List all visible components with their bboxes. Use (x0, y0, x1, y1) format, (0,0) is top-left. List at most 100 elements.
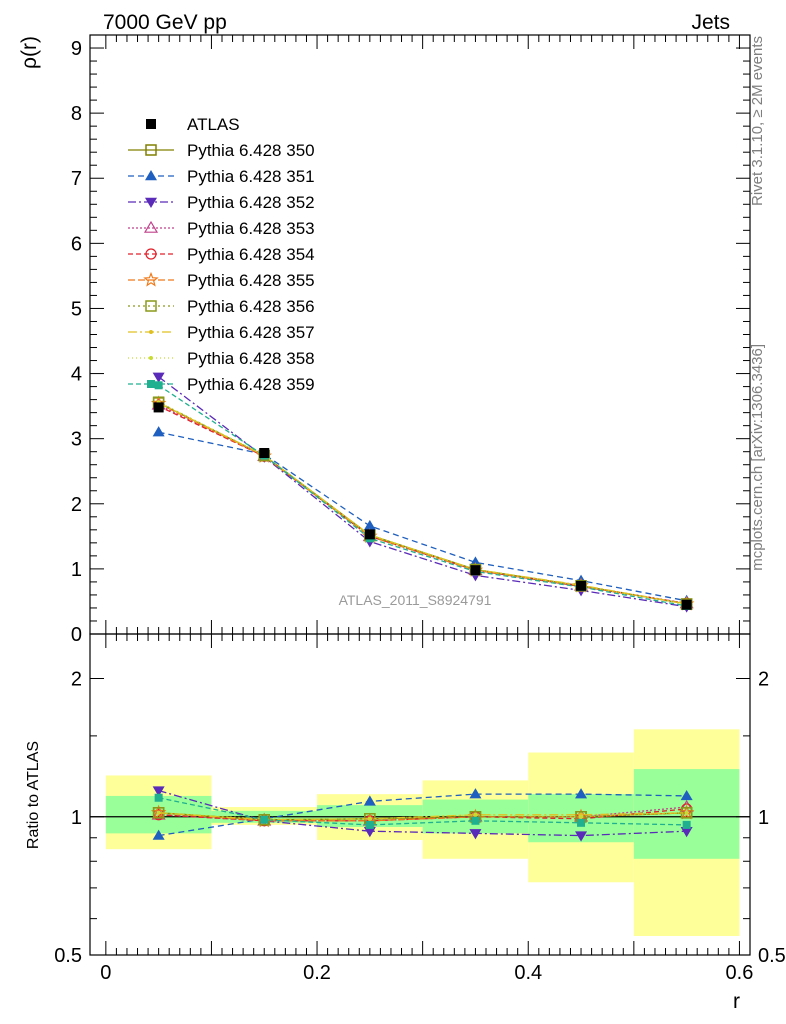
main-series-line-2 (158, 431, 687, 602)
ratio-series-line-8 (158, 812, 687, 821)
ratio-series-line-2 (158, 793, 687, 837)
ratio-series-point-10 (682, 820, 691, 829)
main-series-line-8 (158, 402, 687, 605)
main-y-tick-label: 6 (71, 233, 82, 255)
ratio-y-tick-label: 2 (71, 669, 82, 691)
legend-marker-2 (145, 170, 157, 181)
main-series-point-2 (152, 426, 165, 437)
legend-atlas-marker (146, 119, 156, 129)
main-series-line-1 (158, 402, 687, 605)
main-y-tick-label: 3 (71, 429, 82, 451)
x-axis-title: r (733, 990, 740, 1013)
x-tick-label: 0 (100, 962, 111, 984)
main-y-tick-label: 7 (71, 168, 82, 190)
legend-label-6: Pythia 6.428 355 (187, 271, 315, 290)
atlas-data-point (470, 565, 481, 576)
ratio-series-point-3 (680, 827, 693, 838)
main-y-axis-title: ρ(r) (18, 36, 41, 69)
main-series-point-10 (154, 381, 163, 390)
ratio-series-point-9 (684, 810, 689, 815)
ratio-series-point-10 (577, 818, 586, 827)
ratio-series-point-3 (575, 831, 588, 842)
ratio-series-point-3 (469, 829, 482, 840)
ratio-y-tick-label-right: 2 (758, 669, 769, 691)
main-series-line-10 (158, 384, 687, 607)
legend-marker-9 (149, 356, 153, 360)
legend-label-10: Pythia 6.428 359 (187, 375, 315, 394)
ratio-series-point-2 (680, 789, 693, 801)
ratio-y-axis-title: Ratio to ATLAS (25, 741, 42, 849)
ratio-series-point-10 (365, 820, 374, 829)
ratio-series-point-9 (579, 814, 584, 819)
main-series-point-3 (152, 372, 165, 383)
atlas-data-point (364, 529, 375, 540)
x-tick-label: 0.4 (514, 962, 542, 984)
main-y-tick-label: 0 (71, 624, 82, 646)
legend: ATLAS Pythia 6.428 350 Pythia 6.428 351 Pyt… (128, 115, 315, 394)
ratio-series-point-3 (152, 786, 165, 797)
atlas-data-point (259, 447, 270, 458)
ratio-series-point-2 (363, 795, 376, 806)
rivet-version-label: Rivet 3.1.10, ≥ 2M events (749, 36, 766, 206)
ratio-series-point-9 (367, 816, 372, 821)
ratio-series-point-2 (152, 829, 165, 840)
legend-label-5: Pythia 6.428 354 (187, 245, 315, 264)
main-series-line-3 (158, 376, 687, 608)
ratio-y-tick-label: 1 (71, 807, 82, 829)
main-y-tick-label: 8 (71, 103, 82, 125)
ratio-plot-frame (89, 633, 751, 956)
legend-marker-7 (145, 300, 157, 312)
legend-marker-4 (143, 220, 159, 233)
legend-label-7: Pythia 6.428 356 (187, 297, 315, 316)
main-y-tick-label: 9 (71, 38, 82, 60)
ratio-series-point-10 (260, 815, 269, 824)
legend-marker-10 (147, 380, 155, 388)
main-series-line-4 (158, 404, 687, 605)
ratio-series-lines (150, 786, 695, 842)
legend-marker-8 (149, 330, 153, 334)
header-left: 7000 GeV pp (103, 11, 227, 34)
main-series-line-9 (158, 401, 687, 605)
ratio-series-point-2 (469, 788, 482, 799)
mcplots-reference-label: mcplots.cern.ch [arXiv:1306.3436] (749, 344, 766, 571)
ratio-series-point-10 (154, 793, 163, 802)
legend-label-3: Pythia 6.428 352 (187, 193, 315, 212)
ratio-series-point-10 (471, 816, 480, 825)
ratio-series-point-9 (156, 810, 161, 815)
main-series-line-7 (158, 401, 687, 605)
analysis-watermark: ATLAS_2011_S8924791 (339, 592, 492, 608)
legend-label-4: Pythia 6.428 353 (187, 219, 315, 238)
main-series-line-6 (158, 402, 687, 605)
legend-marker-5 (145, 248, 157, 260)
legend-marker-6 (143, 271, 159, 287)
legend-label-1: Pythia 6.428 350 (187, 141, 315, 160)
ratio-series-point-3 (363, 827, 376, 838)
main-series-point-2 (363, 519, 376, 531)
legend-label-2: Pythia 6.428 351 (187, 167, 315, 186)
main-series-line-5 (158, 405, 687, 605)
main-y-tick-label: 5 (71, 298, 82, 320)
ratio-y-tick-label: 0.5 (54, 945, 82, 967)
atlas-data-point (576, 580, 587, 591)
atlas-data-point (153, 402, 164, 413)
main-series-lines (150, 372, 695, 613)
ratio-y-tick-label-right: 0.5 (758, 945, 786, 967)
main-y-tick-label: 1 (71, 559, 82, 581)
legend-marker-3 (145, 197, 157, 208)
x-tick-label: 0.6 (726, 962, 754, 984)
atlas-data-point (681, 599, 692, 610)
legend-label-9: Pythia 6.428 358 (187, 349, 315, 368)
legend-marker-1 (145, 144, 157, 156)
ratio-series-point-9 (473, 812, 478, 817)
header-right: Jets (691, 11, 730, 34)
ratio-series-point-2 (575, 788, 588, 799)
legend-label-8: Pythia 6.428 357 (187, 323, 315, 342)
legend-atlas-label: ATLAS (187, 115, 240, 134)
x-tick-label: 0.2 (303, 962, 331, 984)
ratio-y-tick-label-right: 1 (758, 807, 769, 829)
main-y-tick-label: 4 (71, 364, 82, 386)
main-y-tick-label: 2 (71, 494, 82, 516)
ratio-series-line-10 (158, 797, 687, 826)
